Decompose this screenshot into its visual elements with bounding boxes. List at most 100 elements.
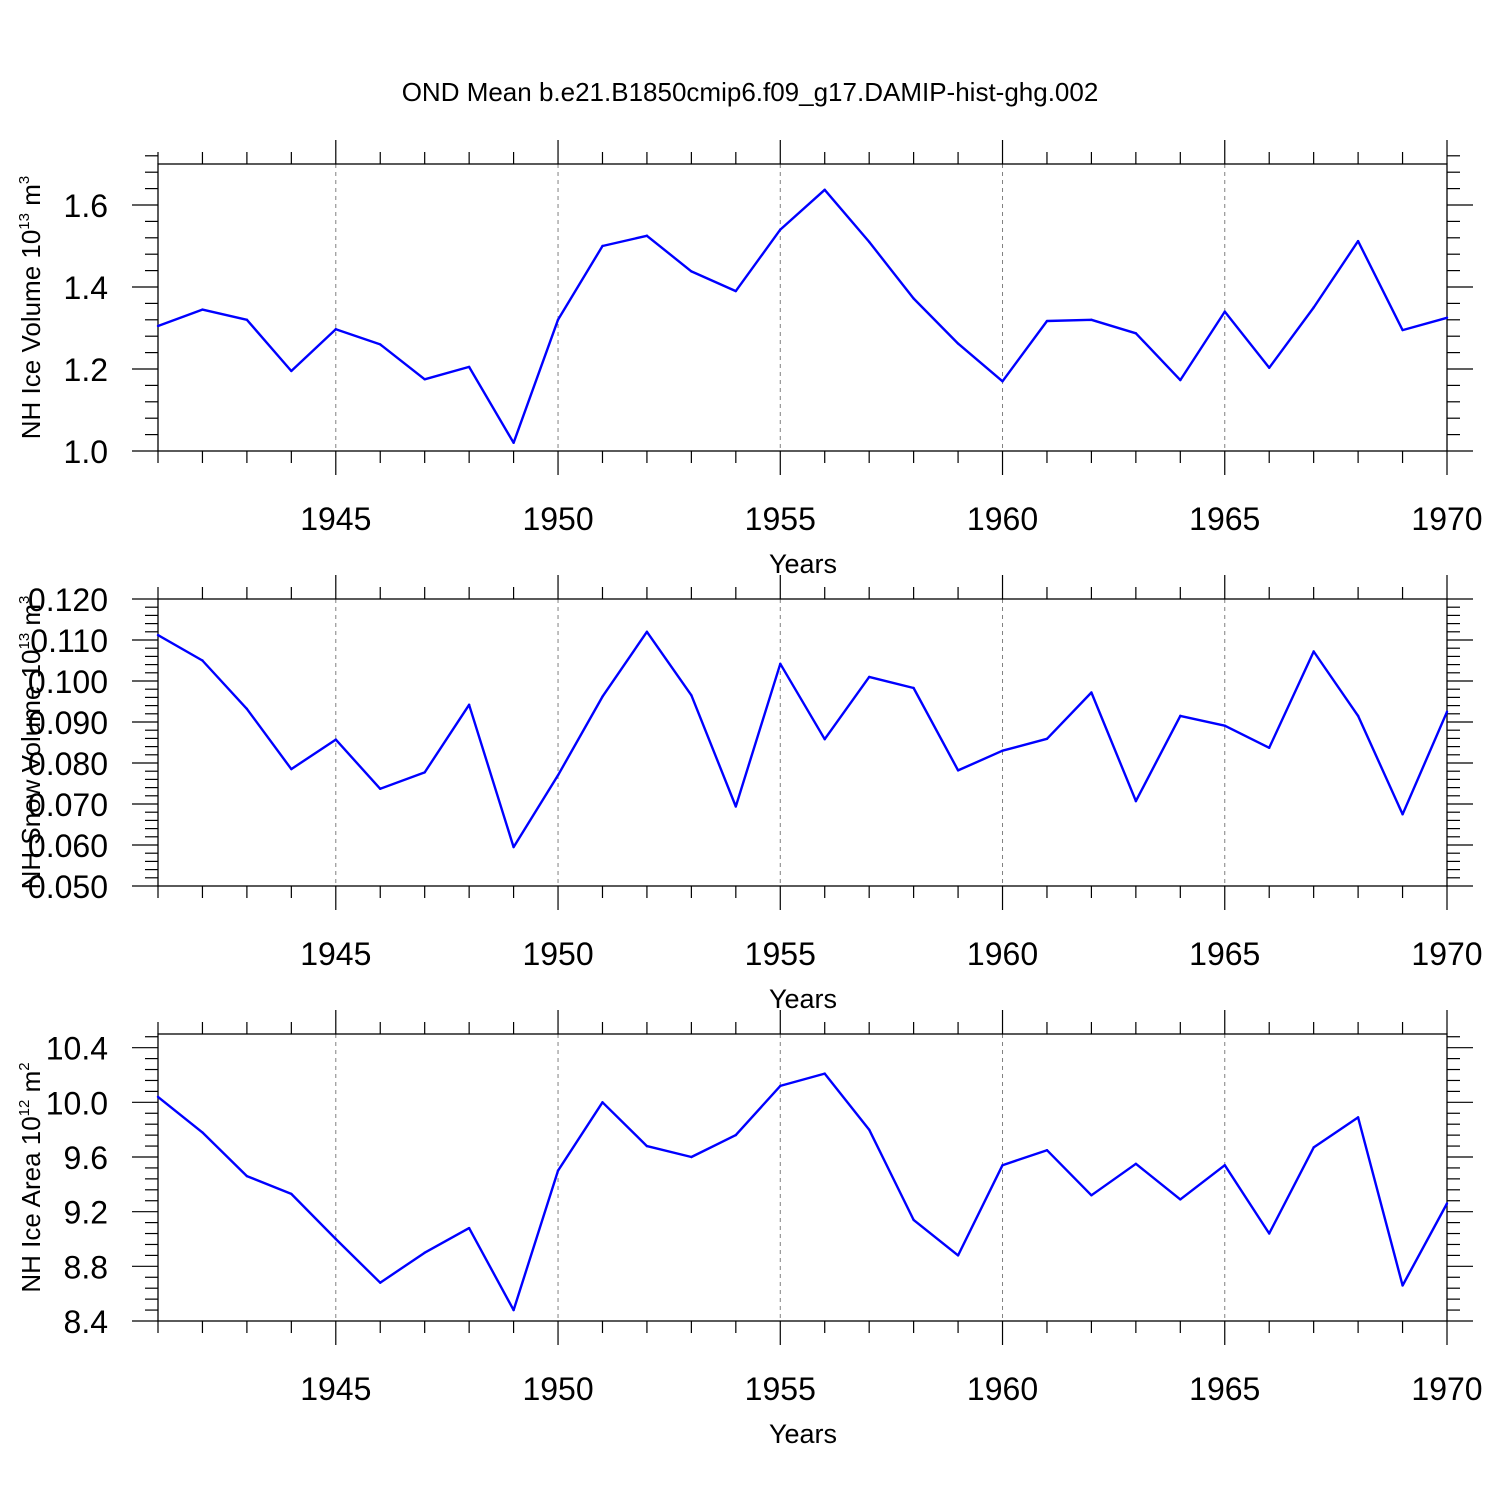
data-point	[690, 270, 693, 273]
x-tick-label: 1960	[967, 501, 1038, 537]
data-point	[467, 365, 471, 369]
y-tick-label: 0.080	[28, 746, 108, 782]
data-point	[1001, 1164, 1004, 1167]
y-tick-label: 0.050	[28, 869, 108, 905]
data-point	[690, 694, 693, 697]
data-point	[912, 297, 915, 300]
data-point	[1001, 380, 1004, 383]
data-point	[290, 1192, 293, 1196]
y-label-exponent: 13	[16, 213, 33, 230]
series-line	[157, 1072, 1449, 1312]
plot-frame	[157, 598, 1448, 887]
data-point	[645, 234, 649, 237]
data-point	[1134, 799, 1138, 803]
panel-ice-volume: 1945 1950 1955 1960 1965 1970 Years 1.0 1.2 1.4 1.…	[16, 140, 1483, 579]
data-point	[1401, 1284, 1404, 1287]
data-point	[1312, 650, 1315, 653]
x-tick-label: 1965	[1189, 501, 1260, 537]
data-point	[1401, 813, 1404, 816]
y-tick-label: 0.090	[28, 705, 108, 741]
data-point	[1179, 1198, 1182, 1201]
data-point	[1401, 328, 1404, 332]
y-tick-label: 1.6	[64, 188, 108, 224]
data-point	[379, 1281, 382, 1284]
data-point	[201, 308, 204, 311]
x-tick-label: 1945	[300, 936, 371, 972]
data-point	[1090, 691, 1093, 694]
label-mask	[0, 452, 30, 578]
x-tick-label: 1965	[1189, 936, 1260, 972]
y-label-unit-exponent: 3	[16, 596, 33, 604]
panel-ice-area: 1945 1950 1955 1960 1965 1970 Years 8.4 8.8 9.2 9.…	[16, 1010, 1483, 1449]
plot-frame	[157, 163, 1448, 452]
y-label-unit: m	[16, 184, 46, 213]
data-point	[156, 633, 160, 637]
data-point	[1223, 1164, 1226, 1167]
y-tick-label: 1.0	[64, 434, 108, 470]
data-point	[1179, 378, 1182, 382]
y-label-unit-exponent: 2	[16, 1062, 33, 1070]
data-point	[245, 707, 249, 711]
data-point	[956, 769, 960, 772]
data-point	[867, 240, 871, 244]
chart-title: OND Mean b.e21.B1850cmip6.f09_g17.DAMIP-…	[402, 77, 1099, 107]
data-point	[556, 774, 560, 777]
y-label-exponent: 12	[16, 1100, 33, 1117]
y-tick-label: 0.070	[28, 787, 108, 823]
x-tick-label: 1955	[745, 1371, 816, 1407]
data-point	[379, 343, 382, 346]
x-axis-label: Years	[769, 549, 837, 579]
data-point	[467, 1226, 471, 1230]
y-label-unit: m	[16, 1071, 46, 1100]
panel-snow-volume: 1945 1950 1955 1960 1965 1970 Years 0.050 0.060 0…	[16, 575, 1483, 1014]
y-tick-label: 0.110	[30, 623, 108, 659]
y-tick-label: 1.4	[64, 270, 108, 306]
data-point	[423, 771, 426, 774]
data-point	[201, 1131, 204, 1134]
data-point	[956, 342, 960, 345]
data-point	[1090, 318, 1093, 321]
data-point	[823, 1072, 826, 1075]
data-point	[556, 318, 560, 321]
data-point	[156, 324, 160, 328]
data-point	[1312, 1146, 1315, 1149]
data-point	[1268, 366, 1271, 369]
data-point	[1356, 1116, 1360, 1119]
data-point	[156, 1095, 160, 1099]
data-point	[779, 228, 782, 231]
x-tick-label: 1970	[1411, 501, 1482, 537]
data-point	[290, 767, 293, 771]
x-axis-label: Years	[769, 1419, 837, 1449]
label-mask	[0, 905, 30, 1025]
y-tick-label: 10.4	[46, 1031, 108, 1067]
data-point	[1001, 749, 1004, 752]
y-label-unit-exponent: 3	[16, 176, 33, 184]
data-point	[601, 244, 604, 248]
data-point	[823, 738, 826, 741]
data-point	[1134, 332, 1138, 335]
data-point	[1445, 316, 1449, 319]
x-tick-label: 1950	[522, 936, 593, 972]
x-tick-label: 1950	[522, 501, 593, 537]
data-point	[201, 659, 204, 662]
x-tick-label: 1950	[522, 1371, 593, 1407]
x-tick-label: 1955	[745, 936, 816, 972]
y-label-exponent: 13	[16, 633, 33, 650]
data-point	[645, 630, 649, 633]
x-tick-label: 1960	[967, 1371, 1038, 1407]
data-point	[690, 1155, 693, 1159]
data-point	[1045, 1148, 1049, 1152]
data-point	[334, 1237, 337, 1241]
data-point	[1223, 310, 1226, 313]
data-point	[290, 369, 293, 373]
data-point	[1223, 724, 1226, 727]
data-point	[779, 1084, 782, 1088]
y-tick-label: 9.2	[64, 1195, 108, 1231]
data-point	[245, 1174, 249, 1178]
data-point	[1445, 710, 1449, 713]
data-point	[867, 1128, 871, 1131]
data-point	[1356, 239, 1360, 243]
y-label-unit: m	[16, 604, 46, 633]
